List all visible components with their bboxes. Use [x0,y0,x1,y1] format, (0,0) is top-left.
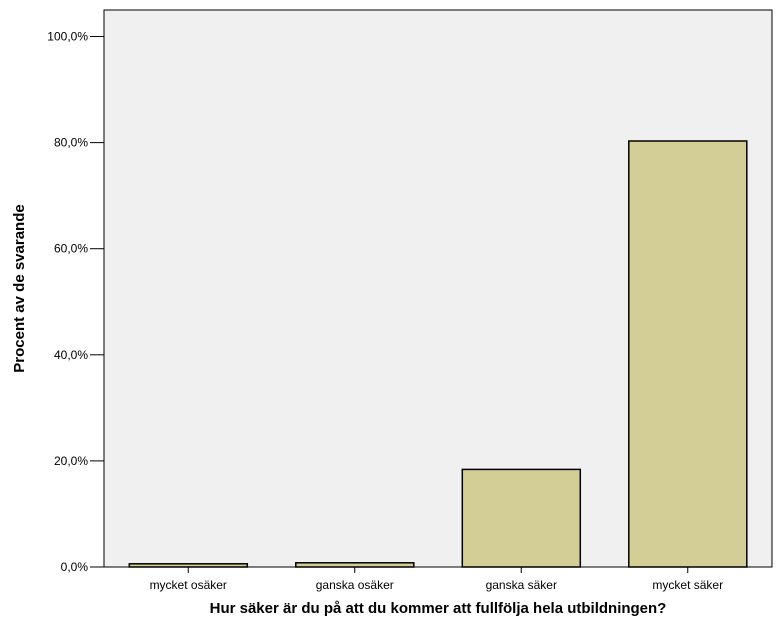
x-axis-title: Hur säker är du på att du kommer att ful… [210,600,667,617]
y-tick-label: 40,0% [54,348,88,362]
x-tick-label: mycket säker [652,578,723,592]
bar-mycket-säker [628,140,748,568]
y-tick-label: 20,0% [54,454,88,468]
y-axis-title: Procent av de svarande [11,204,28,372]
bar-mycket-osäker [128,563,249,568]
x-tick-label: ganska osäker [316,578,394,592]
y-tick-label: 0,0% [61,560,89,574]
y-tick-label: 80,0% [54,136,88,150]
x-axis: mycket osäker ganska osäker ganska säker my… [150,567,723,592]
bar-ganska-säker [461,468,582,568]
y-tick-label: 100,0% [47,30,88,44]
bar-ganska-osäker [295,562,415,568]
y-axis: 0,0% 20,0% 40,0% 60,0% 80,0% 100,0% [47,30,104,574]
bar-group [128,140,748,568]
x-tick-label: mycket osäker [150,578,227,592]
x-tick-label: ganska säker [486,578,557,592]
y-tick-label: 60,0% [54,242,88,256]
